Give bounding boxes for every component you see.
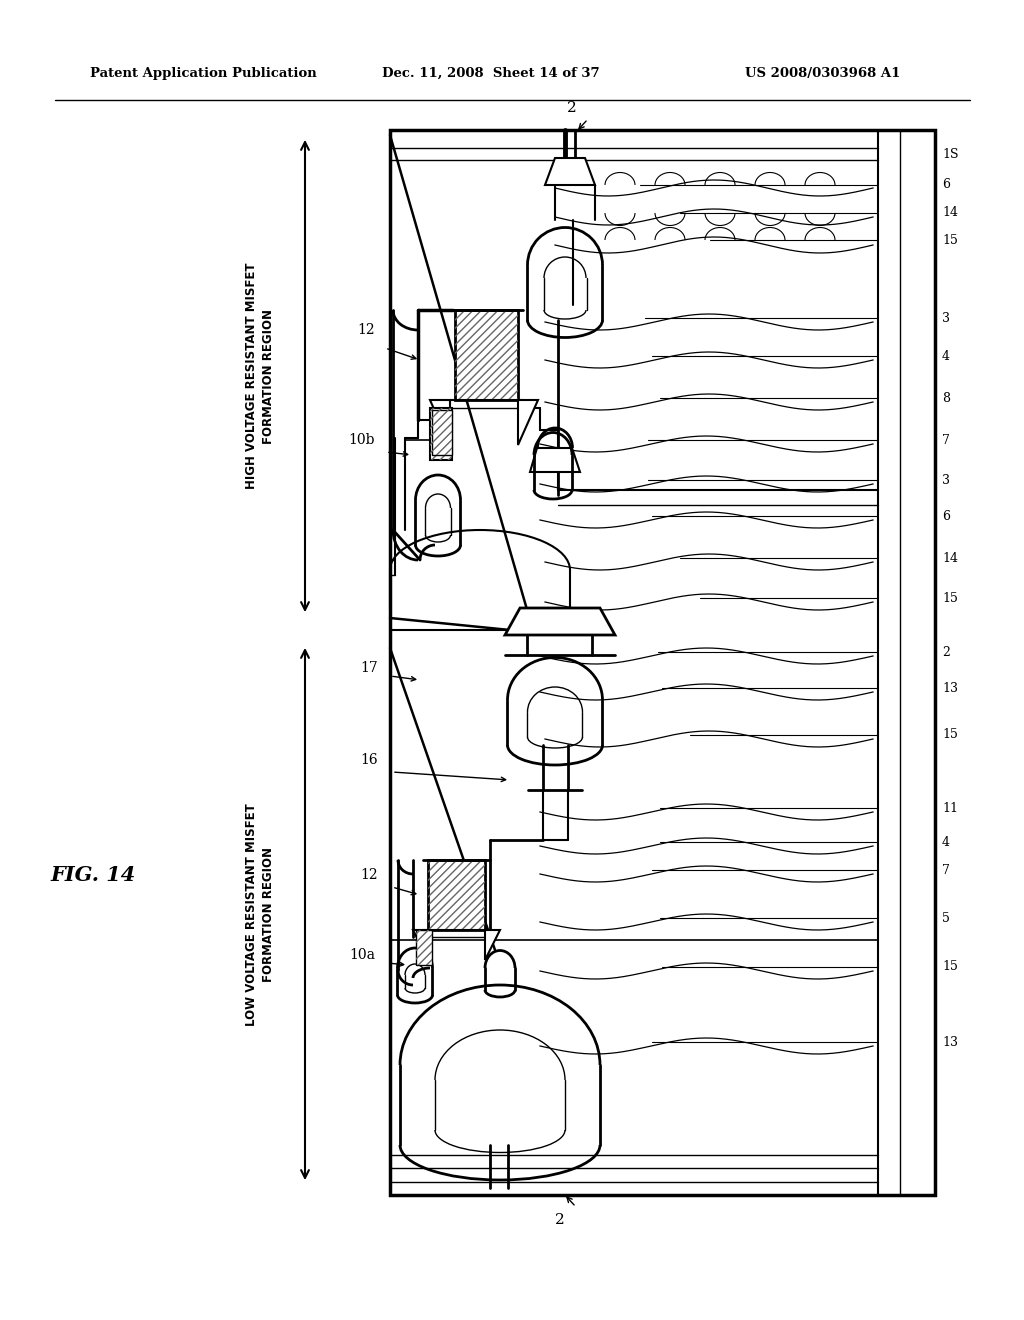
Bar (430, 408, 452, 459)
Polygon shape (545, 158, 595, 185)
Text: 10a: 10a (349, 948, 375, 962)
Text: 16: 16 (360, 752, 378, 767)
Text: 4: 4 (942, 836, 950, 849)
Text: 13: 13 (942, 681, 958, 694)
Bar (455, 310, 518, 400)
Text: Dec. 11, 2008  Sheet 14 of 37: Dec. 11, 2008 Sheet 14 of 37 (382, 67, 600, 81)
Text: 7: 7 (942, 433, 950, 446)
Polygon shape (518, 400, 538, 445)
Text: 15: 15 (942, 729, 957, 742)
Text: HIGH VOLTAGE RESISTANT MISFET
FORMATION REGION: HIGH VOLTAGE RESISTANT MISFET FORMATION … (245, 263, 275, 490)
Bar (432, 411, 452, 455)
Text: US 2008/0303968 A1: US 2008/0303968 A1 (745, 67, 900, 81)
Bar (416, 931, 432, 965)
Text: 11: 11 (942, 801, 958, 814)
Polygon shape (430, 400, 450, 445)
Bar (390, 129, 935, 1195)
Bar (432, 411, 452, 455)
Text: 1S: 1S (942, 149, 958, 161)
Text: 2: 2 (942, 645, 950, 659)
Text: 7: 7 (942, 863, 950, 876)
Bar (455, 310, 518, 400)
Text: Patent Application Publication: Patent Application Publication (90, 67, 316, 81)
Polygon shape (505, 609, 615, 635)
Text: 8: 8 (942, 392, 950, 404)
Text: 12: 12 (357, 323, 375, 337)
Text: 6: 6 (942, 510, 950, 523)
Text: 12: 12 (360, 869, 378, 882)
Text: 17: 17 (360, 661, 378, 675)
Polygon shape (485, 931, 500, 960)
Text: 3: 3 (942, 312, 950, 325)
Text: 5: 5 (942, 912, 950, 924)
Polygon shape (530, 447, 580, 473)
Bar (428, 861, 485, 931)
Text: 14: 14 (942, 552, 958, 565)
Text: 15: 15 (942, 234, 957, 247)
Text: 10b: 10b (348, 433, 375, 447)
Text: 13: 13 (942, 1035, 958, 1048)
Text: 15: 15 (942, 591, 957, 605)
Polygon shape (413, 931, 428, 960)
Bar (416, 931, 432, 965)
Text: 4: 4 (942, 350, 950, 363)
Bar (428, 861, 485, 931)
Text: 2: 2 (555, 1213, 565, 1228)
Text: 3: 3 (942, 474, 950, 487)
Text: FIG. 14: FIG. 14 (50, 865, 135, 884)
Text: LOW VOLTAGE RESISTANT MISFET
FORMATION REGION: LOW VOLTAGE RESISTANT MISFET FORMATION R… (245, 804, 275, 1027)
Text: 14: 14 (942, 206, 958, 219)
Text: 2: 2 (567, 102, 577, 115)
Text: 15: 15 (942, 961, 957, 974)
Bar (430, 408, 452, 459)
Text: 6: 6 (942, 178, 950, 191)
